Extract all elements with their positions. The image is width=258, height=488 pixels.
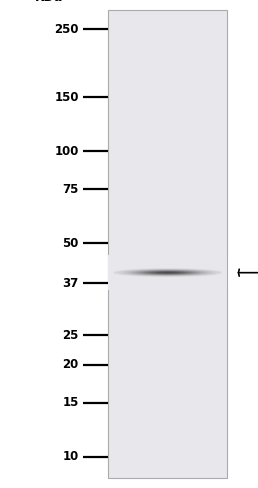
Text: 10: 10 — [62, 450, 79, 463]
Text: 75: 75 — [62, 183, 79, 196]
Text: KDa: KDa — [35, 0, 63, 4]
Text: 20: 20 — [62, 358, 79, 371]
Text: 15: 15 — [62, 396, 79, 409]
Text: 250: 250 — [54, 23, 79, 36]
Text: 25: 25 — [62, 328, 79, 342]
Bar — [108, 10, 227, 478]
Text: 50: 50 — [62, 237, 79, 249]
Text: 100: 100 — [54, 144, 79, 158]
Text: 150: 150 — [54, 91, 79, 104]
Text: 37: 37 — [62, 277, 79, 289]
